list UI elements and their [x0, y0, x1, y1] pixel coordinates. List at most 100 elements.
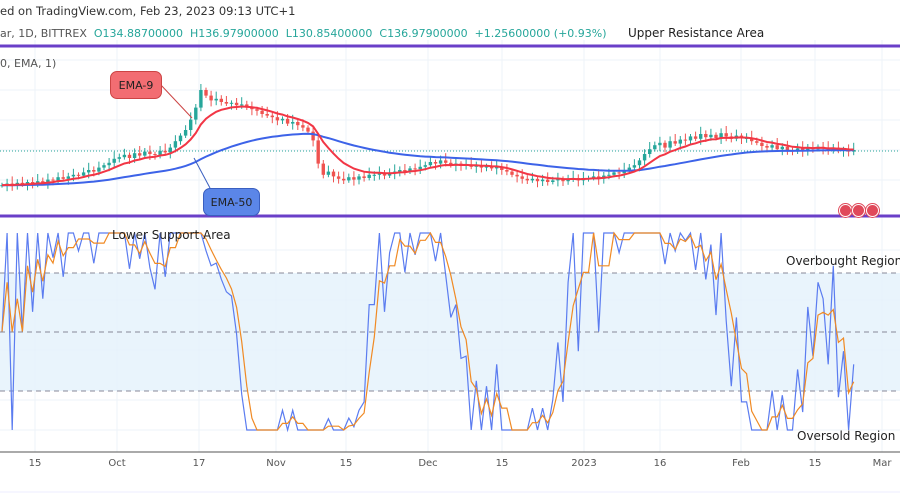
x-tick-label: 15 [496, 458, 509, 469]
candle-body [316, 140, 320, 164]
candle-body [806, 147, 810, 151]
candle-body [438, 160, 443, 164]
candle-body [525, 178, 529, 181]
candle-body [296, 122, 300, 126]
oversold-label: Oversold Region [797, 429, 896, 443]
x-tick-label: Feb [732, 458, 750, 469]
ema9-pointer [159, 83, 193, 119]
ema50-pointer [193, 157, 211, 189]
candle-body [765, 146, 769, 148]
candle-body [224, 102, 229, 104]
candle-body [66, 176, 70, 179]
candle-body [97, 167, 101, 172]
candle-body [546, 179, 550, 182]
stoch-d-line [1, 231, 855, 431]
candle-body [591, 176, 596, 178]
event-flag-icon[interactable] [852, 204, 865, 217]
candle-body [306, 127, 310, 132]
candle-body [311, 131, 315, 141]
candle-body [520, 176, 524, 179]
candle-body [285, 118, 290, 124]
x-tick-label: 15 [340, 458, 353, 469]
indicator-legend: 0, EMA, 1) [0, 57, 57, 70]
candle-body [540, 179, 545, 182]
candle-body [326, 171, 331, 175]
x-tick-label: 16 [654, 458, 667, 469]
candle-body [352, 177, 356, 180]
candle-body [342, 178, 346, 181]
candle-body [291, 122, 295, 124]
candle-body [413, 168, 417, 170]
upper-resistance-label: Upper Resistance Area [628, 26, 765, 40]
ema9-line [1, 105, 854, 187]
candle-body [117, 157, 121, 159]
candle-body [30, 182, 35, 184]
candle-body [173, 141, 178, 148]
candle-body [219, 98, 223, 102]
candle-body [724, 133, 728, 137]
candle-body [515, 174, 519, 177]
candle-body [240, 104, 244, 106]
candle-body [46, 179, 50, 183]
candle-body [556, 178, 560, 181]
candle-body [178, 135, 183, 142]
x-tick-label: 15 [809, 458, 822, 469]
candle-body [153, 154, 157, 155]
candle-body [209, 95, 213, 101]
candle-body [0, 185, 4, 187]
candle-body [551, 180, 555, 182]
candle-body [780, 146, 784, 150]
candle-body [663, 142, 667, 148]
candle-body [693, 136, 698, 139]
candle-body [632, 165, 637, 168]
candle-body [704, 134, 708, 138]
candle-body [801, 148, 805, 151]
candle-body [51, 179, 55, 181]
ema9-callout: EMA-9 [110, 71, 162, 99]
candle-body [132, 153, 137, 158]
candle-body [87, 170, 91, 173]
event-flag-icon[interactable] [866, 204, 879, 217]
candle-body [449, 162, 453, 166]
candle-body [143, 151, 147, 156]
x-tick-label: 15 [29, 458, 42, 469]
candle-body [71, 174, 76, 177]
candle-body [336, 176, 341, 179]
candle-body [102, 165, 106, 168]
x-tick-label: 17 [193, 458, 206, 469]
candle-body [229, 102, 234, 104]
candle-body [719, 133, 723, 138]
candle-body [362, 176, 366, 178]
change-value: +1.25600000 (+0.93%) [474, 27, 607, 40]
candle-body [92, 170, 96, 172]
candle-body [673, 141, 677, 144]
ema50-line [1, 132, 854, 187]
x-tick-label: Nov [266, 458, 286, 469]
candle-body [265, 114, 269, 116]
candle-body [163, 150, 167, 153]
x-tick-label: 2023 [571, 458, 596, 469]
candle-body [770, 145, 774, 148]
symbol-label: ar, 1D, BITTREX [0, 27, 87, 40]
candle-body [648, 149, 652, 154]
candle-body [505, 170, 509, 172]
candle-body [398, 170, 402, 172]
candle-body [61, 177, 65, 179]
candle-body [148, 151, 152, 154]
candle-body [403, 170, 407, 172]
x-tick-label: Oct [108, 458, 125, 469]
candle-body [612, 172, 616, 175]
candle-body [214, 98, 218, 101]
ohlc-legend: ar, 1D, BITTREX O134.88700000 H136.97900… [0, 27, 607, 40]
candle-body [755, 141, 759, 143]
candle-body [347, 177, 351, 181]
low-value: L130.85400000 [285, 27, 373, 40]
candle-body [775, 145, 779, 150]
candle-body [530, 178, 535, 181]
event-flag-icon[interactable] [839, 204, 852, 217]
candle-body [500, 166, 504, 170]
candle-body [714, 134, 718, 138]
candle-body [683, 139, 688, 141]
candle-body [760, 142, 764, 146]
